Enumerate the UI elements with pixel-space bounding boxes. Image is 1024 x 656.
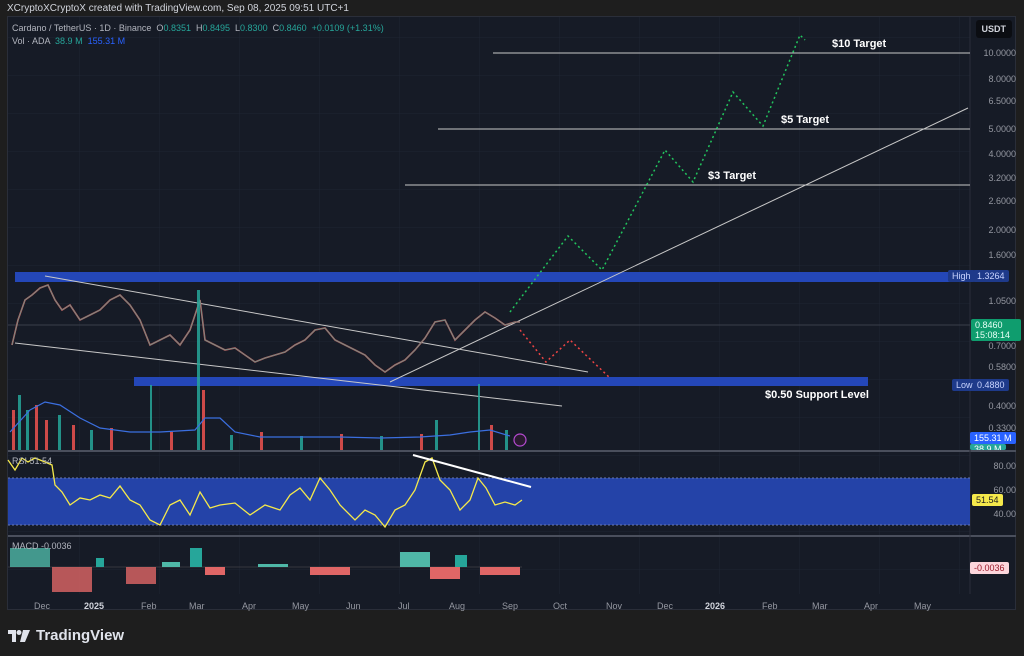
rsi-tick: 80.00 <box>993 461 1016 471</box>
time-label: Apr <box>864 601 879 611</box>
price-tick: 3.2000 <box>988 173 1016 183</box>
target-3-label: $3 Target <box>708 170 757 182</box>
attribution-text: XCryptoXCryptoX created with TradingView… <box>7 3 349 14</box>
time-label: Dec <box>657 601 674 611</box>
price-tick: 10.0000 <box>983 48 1016 58</box>
price-tick: 0.3300 <box>988 423 1016 433</box>
low-tag-value: 0.4880 <box>973 379 1009 391</box>
time-label: Aug <box>449 601 466 611</box>
time-label: Jul <box>398 601 410 611</box>
tradingview-brand: TradingView <box>36 627 125 644</box>
time-label: May <box>914 601 932 611</box>
price-tick: 0.4000 <box>988 401 1016 411</box>
low-tag-label: Low <box>952 379 977 391</box>
time-label: Mar <box>189 601 205 611</box>
rsi-value-tag: 51.54 <box>972 494 1003 506</box>
price-tick: 4.0000 <box>988 149 1016 159</box>
rsi-label: RSI 51.54 <box>12 456 53 466</box>
low-value: 0.8300 <box>240 23 268 33</box>
price-tick: 1.6000 <box>988 250 1016 260</box>
time-label: Feb <box>762 601 778 611</box>
price-tick: 5.0000 <box>988 124 1016 134</box>
tradingview-logo-icon <box>8 629 30 642</box>
high-value: 0.8495 <box>202 23 231 33</box>
price-tick: 0.5800 <box>988 362 1016 372</box>
time-label: Oct <box>553 601 568 611</box>
open-value: 0.8351 <box>163 23 191 33</box>
price-tick: 2.6000 <box>988 196 1016 206</box>
time-label: Apr <box>242 601 257 611</box>
last-price-tag: 0.8460 15:08:14 <box>971 319 1021 341</box>
price-tick: 8.0000 <box>988 74 1016 84</box>
change-value: +0.0109 (+1.31%) <box>311 23 384 33</box>
time-label: May <box>292 601 310 611</box>
volume-ma-value: 155.31 M <box>87 36 126 46</box>
rsi-tick: 40.00 <box>993 509 1016 519</box>
high-tag-label: High <box>948 270 975 282</box>
price-tick: 6.5000 <box>988 96 1016 106</box>
time-label: Nov <box>606 601 623 611</box>
lightning-icon <box>513 433 527 447</box>
close-value: 0.8460 <box>279 23 307 33</box>
tradingview-logo[interactable]: TradingView <box>8 627 124 644</box>
macd-label: MACD -0.0036 <box>12 541 72 551</box>
price-tick: 0.7000 <box>988 341 1016 351</box>
time-label: 2026 <box>705 601 726 611</box>
target-5-label: $5 Target <box>781 114 830 126</box>
last-price: 0.8460 <box>975 320 1003 330</box>
time-label: Jun <box>346 601 361 611</box>
macd-value-tag: -0.0036 <box>970 562 1009 574</box>
time-label: 2025 <box>84 601 105 611</box>
time-label: Sep <box>502 601 519 611</box>
symbol-title: Cardano / TetherUS · 1D · Binance <box>12 23 152 33</box>
time-label: Feb <box>141 601 157 611</box>
price-tick: 2.0000 <box>988 225 1016 235</box>
price-tick: 1.0500 <box>988 296 1016 306</box>
currency-button[interactable]: USDT <box>975 20 1012 38</box>
volume-value: 38.9 M <box>55 36 83 46</box>
support-level-label: $0.50 Support Level <box>765 389 869 401</box>
time-label: Dec <box>34 601 51 611</box>
symbol-legend: Cardano / TetherUS · 1D · Binance O0.835… <box>12 23 384 46</box>
volume-label: Vol · ADA <box>12 36 51 46</box>
volume-tag: 38.9 M <box>970 444 1006 450</box>
rsi-tick: 60.00 <box>993 485 1016 495</box>
bar-countdown: 15:08:14 <box>975 330 1011 340</box>
time-label: Mar <box>812 601 828 611</box>
target-10-label: $10 Target <box>832 38 887 50</box>
high-tag-value: 1.3264 <box>973 270 1009 282</box>
volume-ma-tag: 155.31 M <box>970 432 1016 444</box>
